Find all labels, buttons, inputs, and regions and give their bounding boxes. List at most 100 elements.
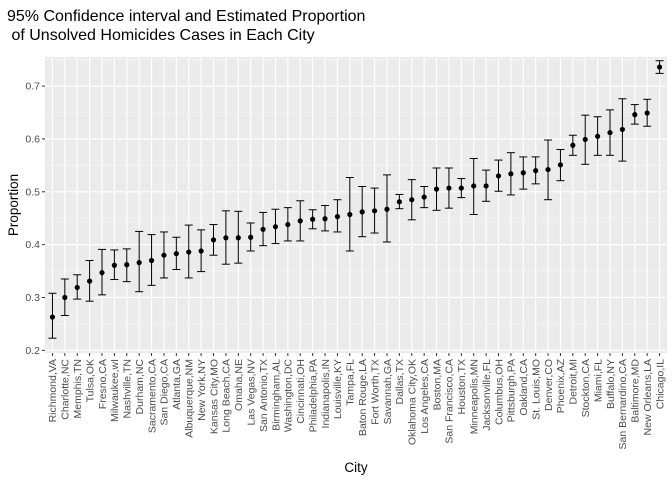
data-point	[148, 257, 155, 264]
data-point	[223, 235, 229, 241]
y-tick-label: 0.5	[25, 186, 40, 198]
x-tick-label: San Diego,CA	[159, 359, 171, 426]
data-point	[87, 278, 93, 284]
data-point	[347, 211, 353, 218]
x-tick-label: Los Angeles,CA	[419, 359, 431, 434]
data-point	[136, 260, 142, 266]
x-tick-label: Charlotte,NC	[60, 359, 72, 420]
x-tick-label: Richmond,VA	[47, 359, 59, 422]
x-tick-label: Jacksonville,FL	[481, 359, 493, 431]
data-point	[619, 126, 625, 133]
y-axis	[42, 85, 45, 351]
x-tick-label: Sacramento,CA	[146, 359, 158, 433]
x-tick-label: Indianapolis,IN	[320, 359, 332, 428]
data-point	[111, 262, 117, 268]
x-tick-label: Oklahoma City,OK	[407, 359, 419, 445]
x-tick-label: Cincinnati,OH	[295, 359, 307, 424]
data-point	[384, 206, 390, 212]
x-tick-label: San Francisco,CA	[444, 359, 456, 444]
x-tick-label: Tulsa,OK	[84, 359, 96, 402]
x-tick-label: Philadelphia,PA	[307, 359, 319, 432]
data-point	[396, 199, 402, 205]
x-axis-labels: Richmond,VA Charlotte,NC Memphis,TN Tulsa,O…	[47, 358, 666, 449]
x-tick-label: Long Beach,CA	[221, 359, 233, 433]
x-tick-label: Pittsburgh,PA	[506, 359, 518, 422]
data-point	[632, 112, 638, 118]
data-point	[272, 224, 279, 230]
data-point	[371, 208, 378, 214]
data-point	[322, 216, 328, 222]
x-tick-label: Miami,FL	[592, 359, 604, 402]
data-point	[186, 249, 192, 255]
data-point	[285, 221, 291, 228]
data-point	[124, 262, 130, 268]
x-tick-label: Memphis,TN	[72, 359, 84, 419]
x-tick-label: Columbus,OH	[493, 359, 505, 425]
grid-minor	[45, 59, 667, 325]
x-tick-label: Fort Worth,TX	[369, 359, 381, 425]
y-tick-label: 0.3	[25, 292, 40, 304]
x-tick-label: Baton Rouge,LA	[357, 359, 369, 436]
data-point	[49, 314, 56, 320]
x-tick-label: Las Vegas,NV	[245, 359, 257, 426]
y-tick-label: 0.6	[25, 134, 40, 146]
x-axis-title: City	[344, 460, 367, 475]
points	[49, 64, 663, 320]
x-tick-label: Nashville,TN	[122, 359, 134, 419]
data-point	[62, 294, 68, 301]
data-point	[483, 183, 489, 189]
x-tick-label: Buffalo,NY	[605, 359, 617, 409]
x-tick-label: Stockton,CA	[580, 359, 592, 417]
x-tick-label: Detroit,MI	[568, 359, 580, 405]
data-point	[545, 166, 551, 173]
x-tick-label: Omaha,NE	[233, 359, 245, 411]
data-point	[359, 209, 365, 215]
y-tick-label: 0.7	[25, 81, 40, 93]
y-tick-label: 0.4	[25, 239, 40, 251]
chart-title-line-2: of Unsolved Homicides Cases in Each City	[7, 27, 315, 44]
data-point	[495, 173, 502, 179]
x-tick-label: Tampa,FL	[345, 359, 357, 406]
x-tick-label: Dallas,TX	[394, 359, 406, 405]
data-point	[582, 136, 588, 143]
data-point	[334, 214, 341, 220]
data-point	[446, 185, 452, 191]
data-point	[198, 248, 204, 254]
y-axis-title: Proportion	[6, 174, 21, 236]
data-point	[173, 251, 179, 257]
x-tick-label: New Orleans,LA	[642, 359, 654, 435]
data-point	[74, 284, 80, 291]
x-tick-label: Oakland,CA	[518, 359, 530, 416]
x-tick-label: Milwaukee,wI	[109, 359, 121, 422]
data-point	[297, 218, 303, 224]
data-point	[520, 170, 526, 176]
x-tick-label: Louisville,KY	[332, 359, 344, 419]
x-tick-label: Denver,CO	[543, 359, 555, 411]
data-point	[210, 237, 217, 243]
data-point	[533, 168, 539, 174]
data-point	[644, 110, 650, 116]
x-tick-label: San Bernardino,CA	[617, 359, 629, 449]
x-tick-label: Kansas City,MO	[208, 359, 220, 434]
x-tick-label: Baltimore,MD	[630, 359, 642, 423]
data-point	[471, 183, 477, 189]
chart-title-line-1: 95% Confidence interval and Estimated Pr…	[7, 8, 365, 25]
x-tick-label: Minneapolis,MN	[469, 359, 481, 434]
data-point	[508, 171, 514, 177]
x-tick-label: Houston,TX	[456, 359, 468, 414]
y-axis-labels: 0.2 0.3 0.4 0.5 0.6 0.7	[25, 81, 40, 357]
x-tick-label: New York,NY	[196, 359, 208, 421]
data-point	[409, 197, 415, 203]
x-tick-label: San Antonio,TX	[258, 359, 270, 432]
x-tick-label: Chicago,IL	[654, 359, 666, 409]
x-tick-label: Atlanta,GA	[171, 359, 183, 410]
x-tick-label: Durham,NC	[134, 359, 146, 415]
data-point	[260, 226, 266, 232]
data-point	[433, 186, 440, 192]
x-tick-label: St. Louis,MO	[530, 359, 542, 420]
x-tick-label: Phoenix,AZ	[555, 358, 567, 413]
data-point	[99, 270, 105, 276]
x-tick-label: Birmingham,AL	[270, 359, 282, 431]
x-axis	[51, 353, 661, 356]
